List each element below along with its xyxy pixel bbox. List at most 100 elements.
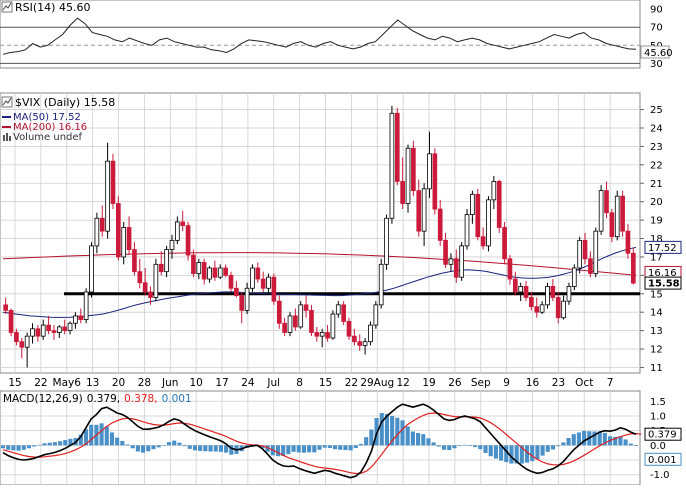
macd-legend-macd: 0.379, — [87, 393, 120, 405]
ma50-line — [2, 246, 637, 318]
x-axis-label: Jul — [266, 377, 280, 389]
macd-hist-bar — [499, 445, 504, 461]
candle-body — [437, 208, 443, 241]
macd-hist-bar — [213, 445, 218, 452]
rsi-frame — [0, 0, 641, 69]
candle-body — [207, 267, 212, 280]
macd-hist-bar — [379, 413, 384, 446]
candle-body — [459, 245, 464, 278]
last-price-box — [644, 276, 682, 290]
candle-body — [566, 286, 572, 302]
macd-hist-bar — [628, 443, 633, 446]
price-tick-label: 11 — [650, 363, 663, 374]
candle-body — [40, 324, 46, 337]
macd-hist-bar — [177, 442, 182, 446]
x-axis-label: 17 — [215, 377, 228, 389]
candle-body — [373, 304, 379, 326]
price-tick-label: 18 — [650, 234, 663, 245]
candle-body — [180, 221, 186, 227]
macd-hist-bar — [317, 445, 322, 450]
rsi-value-label: 45.60 — [644, 48, 673, 59]
candle-body — [330, 313, 336, 339]
macd-hist-bar — [301, 445, 306, 453]
macd-hist-bar — [182, 445, 187, 447]
candle-body — [148, 291, 153, 298]
price-panel: 25 24 23 22 21 20 19 18 17 16 15 14 13 12 11 15 22 May6 1… — [0, 92, 682, 389]
macd-hist-bar — [104, 426, 109, 446]
price-tick-label: 19 — [650, 216, 663, 227]
candle-body — [421, 188, 427, 232]
candle-body — [110, 160, 116, 204]
x-axis-label: 24 — [241, 377, 255, 389]
macd-hist-bar — [229, 445, 234, 455]
macd-hist-bar — [130, 445, 135, 449]
macd-hist-bar — [550, 445, 556, 450]
candle-body — [534, 306, 540, 313]
candle-body — [67, 322, 73, 332]
macd-hist-bar — [582, 430, 587, 446]
macd-hist-bar — [83, 429, 89, 446]
macd-hist-bar — [156, 445, 161, 448]
candle-body — [19, 341, 25, 348]
candle-body — [486, 199, 491, 247]
macd-hist-bar — [467, 445, 473, 446]
macd-hist-bar — [613, 436, 618, 446]
ma50-legend: MA(50) 17.52 — [13, 112, 81, 123]
price-tick-label: 15 — [650, 289, 663, 300]
candle-body — [496, 181, 502, 228]
macd-hist-bar — [504, 445, 509, 463]
x-axis-label: 7 — [607, 377, 614, 389]
macd-hist-bar — [161, 445, 166, 446]
macd-hist-bar — [275, 445, 281, 457]
macd-hist-bar — [395, 417, 400, 446]
x-axis-label: May6 — [53, 377, 82, 389]
macd-hist-bar — [281, 445, 286, 456]
macd-hist-bar — [218, 445, 223, 452]
ma200-legend: MA(200) 16.16 — [13, 122, 87, 133]
macd-hist-bar — [431, 442, 436, 446]
macd-hist-bar — [224, 445, 229, 453]
candle-body — [604, 190, 609, 214]
macd-legend-signal: 0.378, — [124, 393, 157, 405]
macd-hist-bar — [52, 442, 57, 446]
macd-hist-bar — [291, 445, 296, 452]
price-tick-label: 14 — [650, 308, 663, 319]
macd-hist-bar — [58, 441, 63, 446]
macd-hist-bar — [125, 444, 130, 446]
macd-hist-bar — [198, 445, 203, 451]
candle-body — [14, 332, 19, 343]
macd-tick-label: 1.0 — [650, 411, 666, 422]
candle-body — [614, 195, 620, 238]
candle-body — [523, 286, 529, 298]
candle-body — [191, 254, 196, 274]
price-badges: 17.52 16.16 15.58 — [644, 240, 682, 290]
candle-body — [282, 322, 287, 333]
candle-body — [83, 291, 89, 320]
candle-body — [588, 258, 593, 274]
candle-body — [620, 195, 625, 232]
price-tick-label: 12 — [650, 345, 663, 356]
price-tick-label: 13 — [650, 326, 663, 337]
candle-body — [491, 181, 497, 201]
candle-body — [325, 332, 330, 339]
candle-body — [571, 267, 577, 287]
x-axis-label: 12 — [396, 377, 409, 389]
candle-body — [105, 160, 110, 232]
candle-body — [217, 267, 223, 278]
rsi-panel: 90705030 RSI(14) 45.60 45.60 — [0, 0, 673, 70]
candle-body — [94, 217, 100, 247]
candle-body — [319, 332, 325, 337]
rsi-tick-label: 70 — [650, 23, 663, 34]
candle-body — [121, 227, 127, 258]
x-axis-label: 15 — [319, 377, 332, 389]
candle-body — [502, 227, 507, 260]
candle-body — [378, 263, 384, 306]
candle-body — [582, 239, 588, 260]
macd-hist-bar — [166, 442, 172, 446]
x-axis-label: Jun — [161, 377, 178, 389]
macd-tick-label: 0.0 — [650, 441, 666, 452]
candle-body — [8, 309, 14, 333]
x-axis-label: 15 — [8, 377, 21, 389]
macd-hist-bar — [286, 445, 291, 455]
macd-hist-bar — [519, 445, 524, 464]
